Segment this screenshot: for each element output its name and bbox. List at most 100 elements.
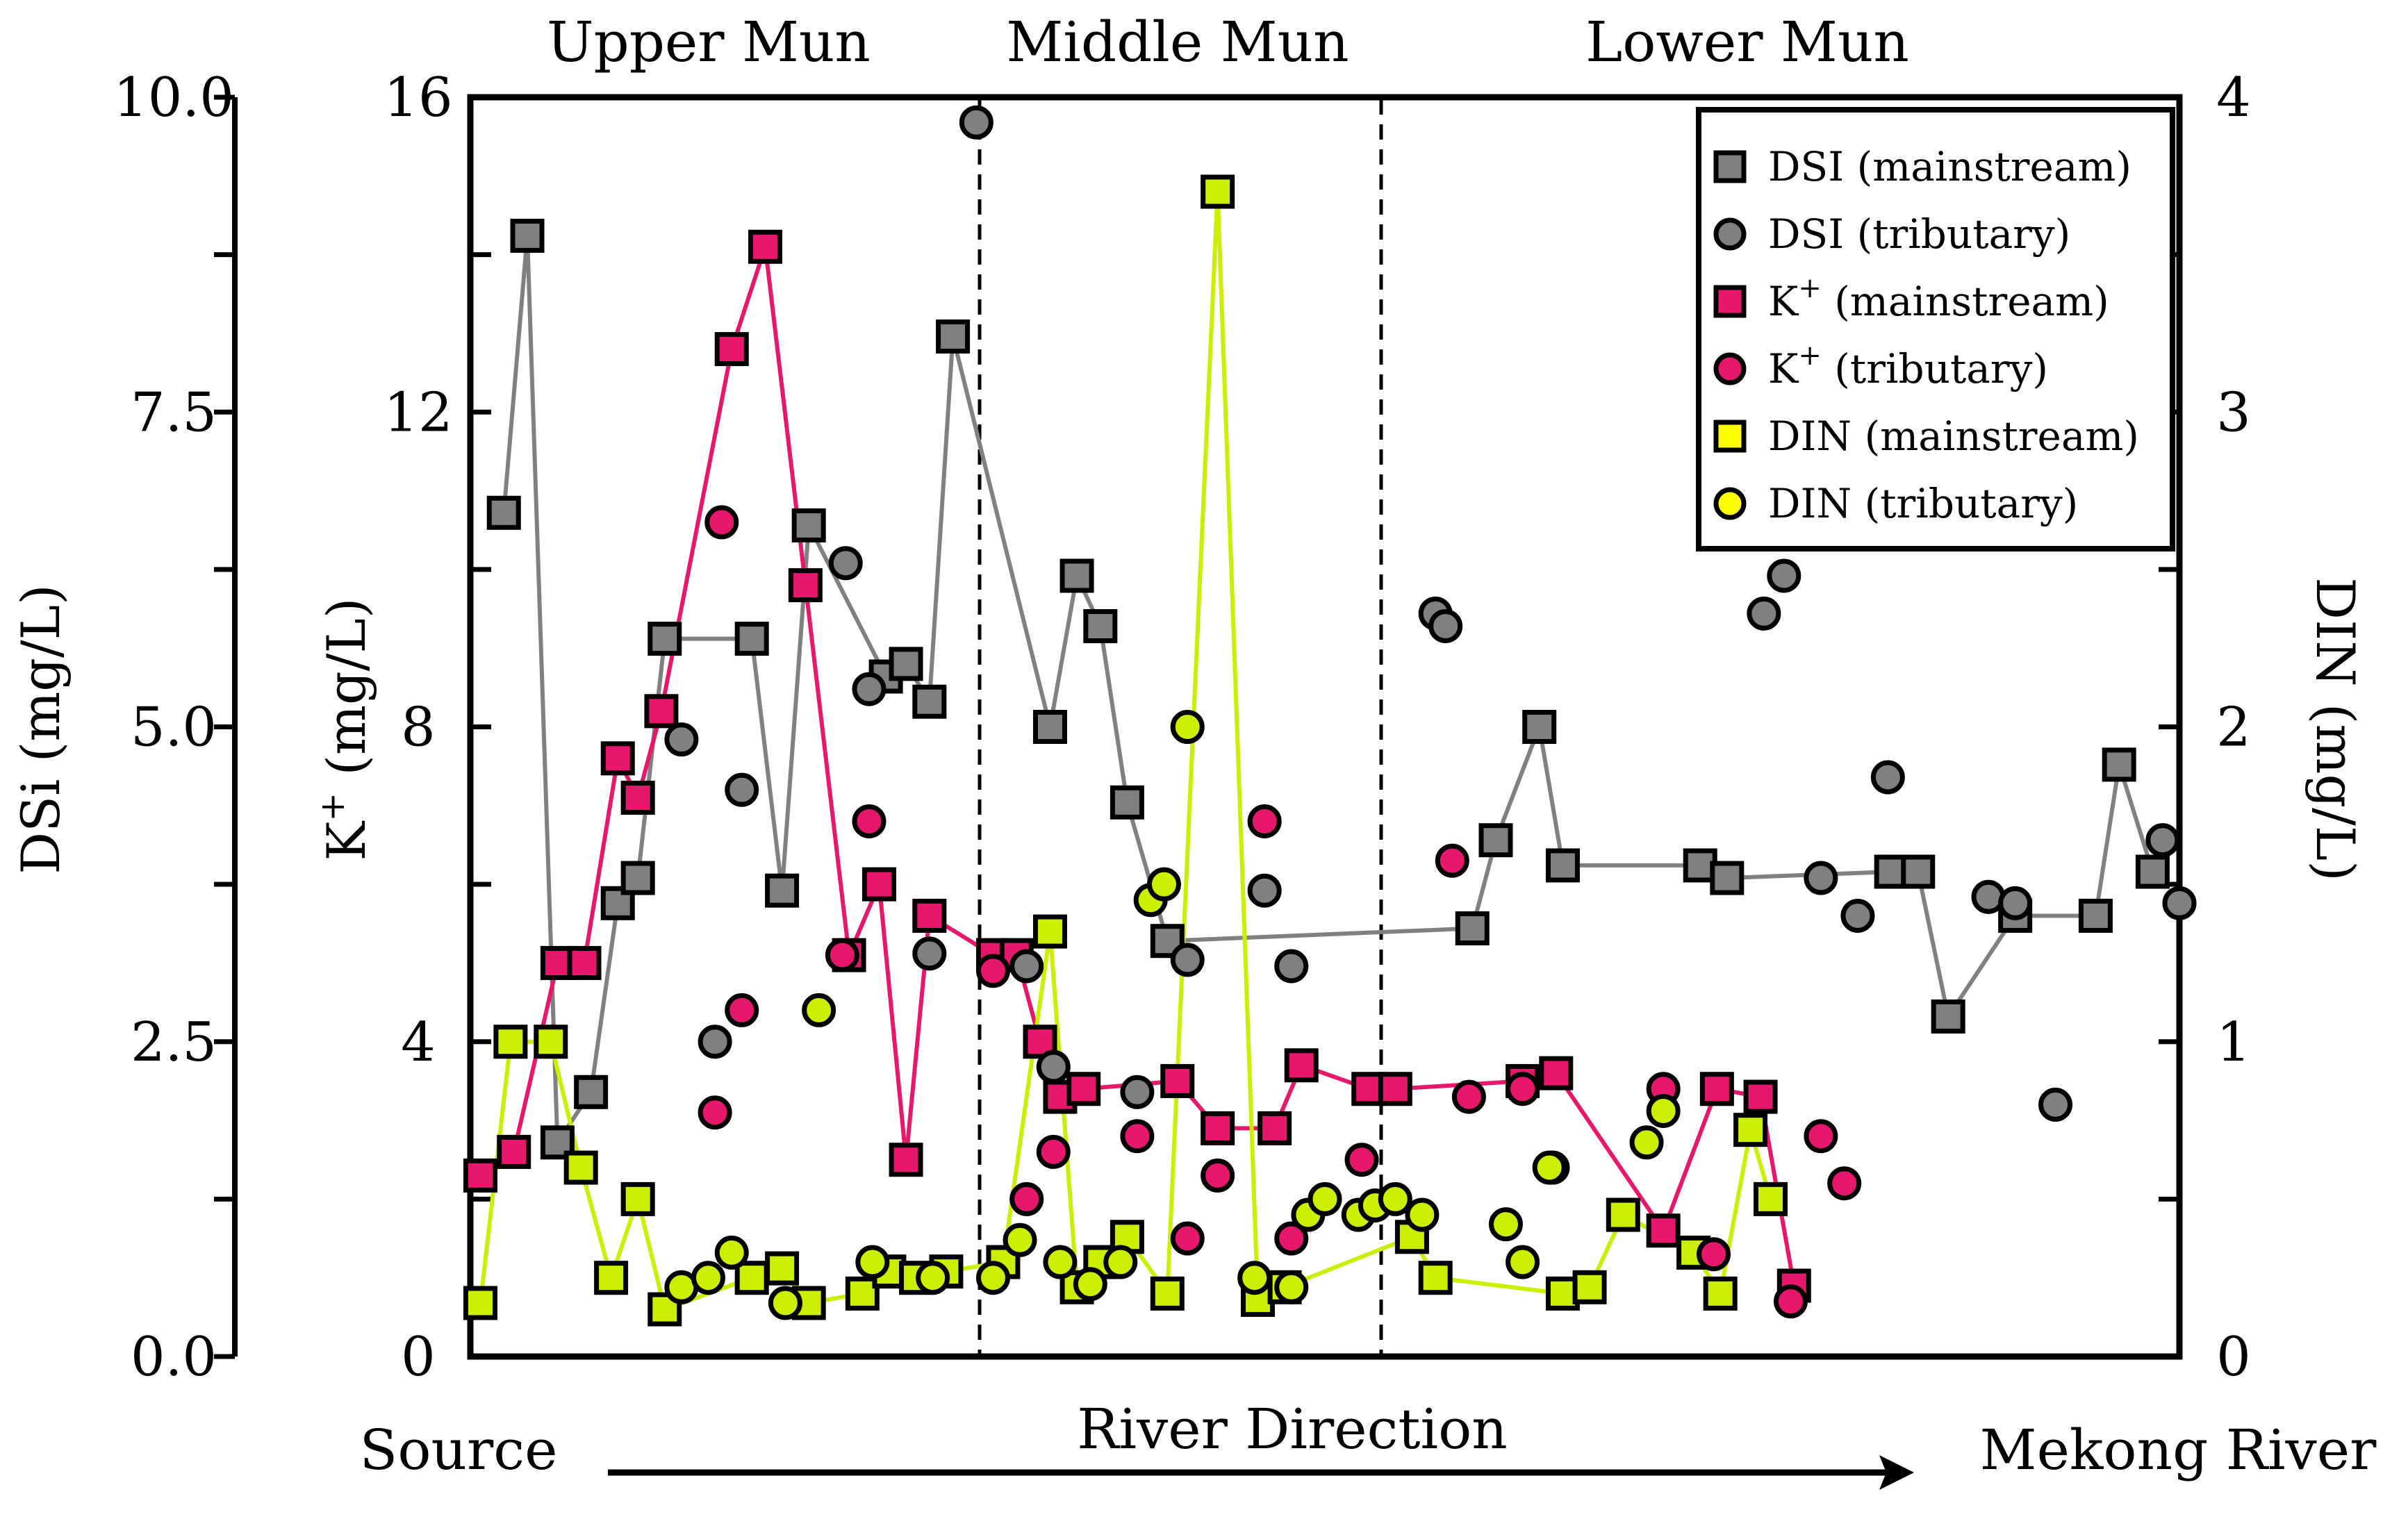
legend-label: DIN (mainstream) (1768, 413, 2139, 460)
legend-label: DSI (mainstream) (1768, 143, 2131, 190)
din-tick-label: 4 (2216, 67, 2251, 129)
k-axis-title: K+ (mg/L) (312, 598, 377, 861)
data-point-square (1606, 1197, 1640, 1232)
data-point-square (936, 319, 971, 354)
data-point-square (2102, 747, 2136, 782)
data-point-circle (825, 938, 859, 972)
k-tick-label: 8 (401, 697, 436, 759)
data-point-square (791, 508, 826, 542)
section-label-lower: Lower Mun (1585, 10, 1909, 74)
x-start-label: Source (360, 1418, 558, 1482)
x-end-label: Mekong River (1980, 1418, 2377, 1482)
data-point-square (600, 886, 635, 920)
data-point-circle (1506, 1245, 1540, 1279)
k-axis: 0 4 8 12 16 (384, 67, 491, 1388)
data-point-square (574, 1075, 609, 1109)
data-point-square (1059, 558, 1094, 593)
data-point-circle (691, 1261, 725, 1295)
data-point-square (889, 1143, 923, 1177)
data-point-circle (1767, 558, 1801, 593)
data-point-square (889, 647, 923, 681)
data-point-circle (1201, 1158, 1235, 1193)
data-point-circle (1274, 1270, 1309, 1304)
dsi-axis: 0.0 2.5 5.0 7.5 10.0 (113, 67, 238, 1388)
data-point-square (765, 1251, 800, 1286)
data-point-circle (1043, 1245, 1078, 1279)
data-point-circle (975, 1261, 1010, 1295)
data-point-square (1522, 710, 1557, 744)
data-point-circle (852, 804, 886, 838)
data-point-square (714, 332, 749, 367)
k-tick-label: 12 (384, 381, 452, 444)
data-point-circle (1629, 1125, 1664, 1160)
dsi-tick-label: 5.0 (131, 697, 217, 759)
data-point-square (463, 1158, 497, 1193)
data-point-circle (1840, 898, 1875, 933)
data-point-circle (1308, 1181, 1342, 1216)
data-point-square (534, 1025, 568, 1059)
data-point-circle (1451, 1079, 1486, 1114)
data-point-circle (1237, 1261, 1272, 1295)
data-point-circle (1405, 1197, 1440, 1232)
legend-box (1696, 107, 2175, 551)
data-point-circle (916, 1261, 950, 1295)
data-point-circle (1120, 1119, 1155, 1154)
data-point-square (620, 861, 655, 895)
data-point-circle (1146, 867, 1181, 902)
data-point-square (563, 1150, 598, 1185)
data-point-circle (1378, 1181, 1412, 1216)
data-point-square (845, 1276, 880, 1311)
data-point-square (1478, 823, 1513, 858)
section-label-middle: Middle Mun (1006, 10, 1349, 74)
data-point-circle (1827, 1166, 1862, 1201)
data-point-square (1455, 911, 1490, 946)
data-point-circle (1532, 1150, 1567, 1185)
data-point-circle (2162, 886, 2197, 920)
data-point-circle (1646, 1093, 1681, 1128)
data-point-square (788, 568, 823, 603)
data-point-square (1201, 174, 1235, 209)
data-point-circle (698, 1095, 732, 1130)
data-point-square (540, 945, 575, 980)
legend-marker-square (1713, 285, 1747, 318)
din-axis-title: DIN (mg/L) (2304, 577, 2366, 881)
data-point-square (1539, 1056, 1574, 1090)
data-point-square (497, 1134, 531, 1169)
din-tick-label: 2 (2216, 697, 2251, 759)
data-point-square (1743, 1079, 1778, 1114)
data-point-circle (855, 1245, 890, 1279)
data-point-circle (802, 993, 836, 1027)
data-point-circle (1036, 1050, 1071, 1084)
data-point-circle (2145, 823, 2180, 858)
data-point-circle (1170, 1221, 1205, 1256)
data-point-circle (852, 672, 886, 706)
data-point-circle (1747, 596, 1781, 631)
data-point-square (1032, 914, 1067, 949)
data-point-circle (1870, 760, 1905, 795)
legend-label: K+ (mainstream) (1768, 272, 2109, 325)
data-point-square (2078, 898, 2113, 933)
legend-label: DIN (tributary) (1768, 480, 2078, 527)
data-point-circle (1506, 1072, 1540, 1106)
data-point-circle (1428, 608, 1463, 643)
series-layer (463, 105, 2197, 1327)
data-point-square (1150, 924, 1185, 959)
k-axis-title-sup: + (312, 793, 352, 822)
data-point-circle (1344, 1143, 1379, 1177)
data-point-square (1703, 1276, 1738, 1311)
dsi-tick-label: 7.5 (131, 381, 217, 444)
data-point-square (620, 1181, 655, 1216)
legend-label: K+ (tributary) (1768, 340, 2048, 392)
data-point-square (1733, 1113, 1768, 1147)
data-point-square (1754, 1181, 1788, 1216)
data-point-circle (1036, 1134, 1071, 1169)
dsi-tick-label: 2.5 (131, 1011, 217, 1074)
din-tick-label: 0 (2216, 1326, 2251, 1388)
data-point-circle (1804, 861, 1838, 895)
data-point-circle (975, 954, 1010, 988)
data-point-circle (698, 1025, 732, 1059)
data-point-circle (1073, 1267, 1107, 1302)
data-point-square (644, 694, 679, 729)
data-point-square (1201, 1111, 1235, 1145)
data-point-circle (1773, 1284, 1808, 1319)
